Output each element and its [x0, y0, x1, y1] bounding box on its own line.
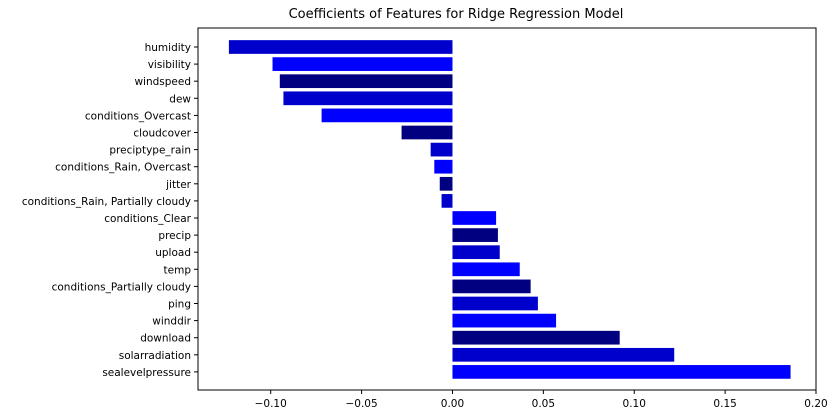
bar-visibility [272, 57, 453, 71]
y-tick-label: solarradiation [119, 350, 191, 362]
y-tick-label: upload [155, 247, 191, 259]
bar-conditions-clear [452, 211, 497, 225]
y-axis-ticks: humidity visibility windspeed dew conditions… [22, 42, 198, 379]
bar-humidity [228, 40, 453, 54]
y-tick-label: conditions_Overcast [85, 110, 191, 122]
x-tick-label: 0.20 [804, 398, 827, 410]
y-tick-label: winddir [152, 316, 191, 328]
x-tick-label: 0.10 [623, 398, 646, 410]
bar-jitter [439, 176, 453, 191]
bars-group [228, 40, 791, 379]
y-tick-label: conditions_Clear [104, 213, 191, 225]
bar-conditions-rain-partially-cloudy [441, 194, 453, 208]
bar-download [452, 330, 620, 345]
x-tick-label: −0.05 [345, 398, 377, 410]
y-tick-label: humidity [145, 42, 191, 54]
bar-conditions-rain-overcast [434, 159, 453, 174]
y-tick-label: preciptype_rain [109, 145, 191, 157]
bar-ping [452, 296, 538, 311]
bar-cloudcover [401, 125, 453, 140]
chart-title: Coefficients of Features for Ridge Regre… [289, 7, 624, 22]
bar-conditions-overcast [321, 108, 453, 123]
bar-upload [452, 245, 500, 260]
y-tick-label: ping [168, 299, 191, 311]
x-tick-label: 0.00 [441, 398, 464, 410]
x-tick-label: −0.10 [255, 398, 287, 410]
x-tick-label: 0.15 [713, 398, 736, 410]
bar-dew [283, 91, 453, 106]
plot-frame [197, 27, 817, 391]
y-tick-label: cloudcover [133, 128, 191, 140]
y-tick-label: visibility [148, 59, 191, 71]
y-tick-label: temp [164, 264, 192, 276]
y-tick-label: download [140, 333, 191, 345]
bar-conditions-partially-cloudy [452, 279, 531, 294]
bar-sealevelpressure [452, 365, 791, 379]
bar-winddir [452, 313, 557, 328]
bar-temp [452, 262, 520, 277]
y-tick-label: conditions_Rain, Partially cloudy [22, 196, 191, 208]
y-tick-label: sealevelpressure [102, 367, 191, 379]
y-tick-label: conditions_Rain, Overcast [55, 162, 191, 174]
bar-windspeed [279, 74, 453, 89]
y-tick-label: jitter [165, 179, 192, 191]
y-tick-label: dew [169, 93, 191, 105]
bar-solarradiation [452, 347, 675, 362]
x-tick-label: 0.05 [532, 398, 555, 410]
y-tick-label: windspeed [134, 76, 191, 88]
y-tick-label: precip [158, 230, 191, 242]
bar-preciptype-rain [430, 142, 453, 157]
x-axis-ticks: −0.10 −0.05 0.00 0.05 0.10 0.15 0.20 [255, 390, 828, 410]
y-tick-label: conditions_Partially cloudy [52, 281, 191, 293]
bar-precip [452, 228, 498, 242]
